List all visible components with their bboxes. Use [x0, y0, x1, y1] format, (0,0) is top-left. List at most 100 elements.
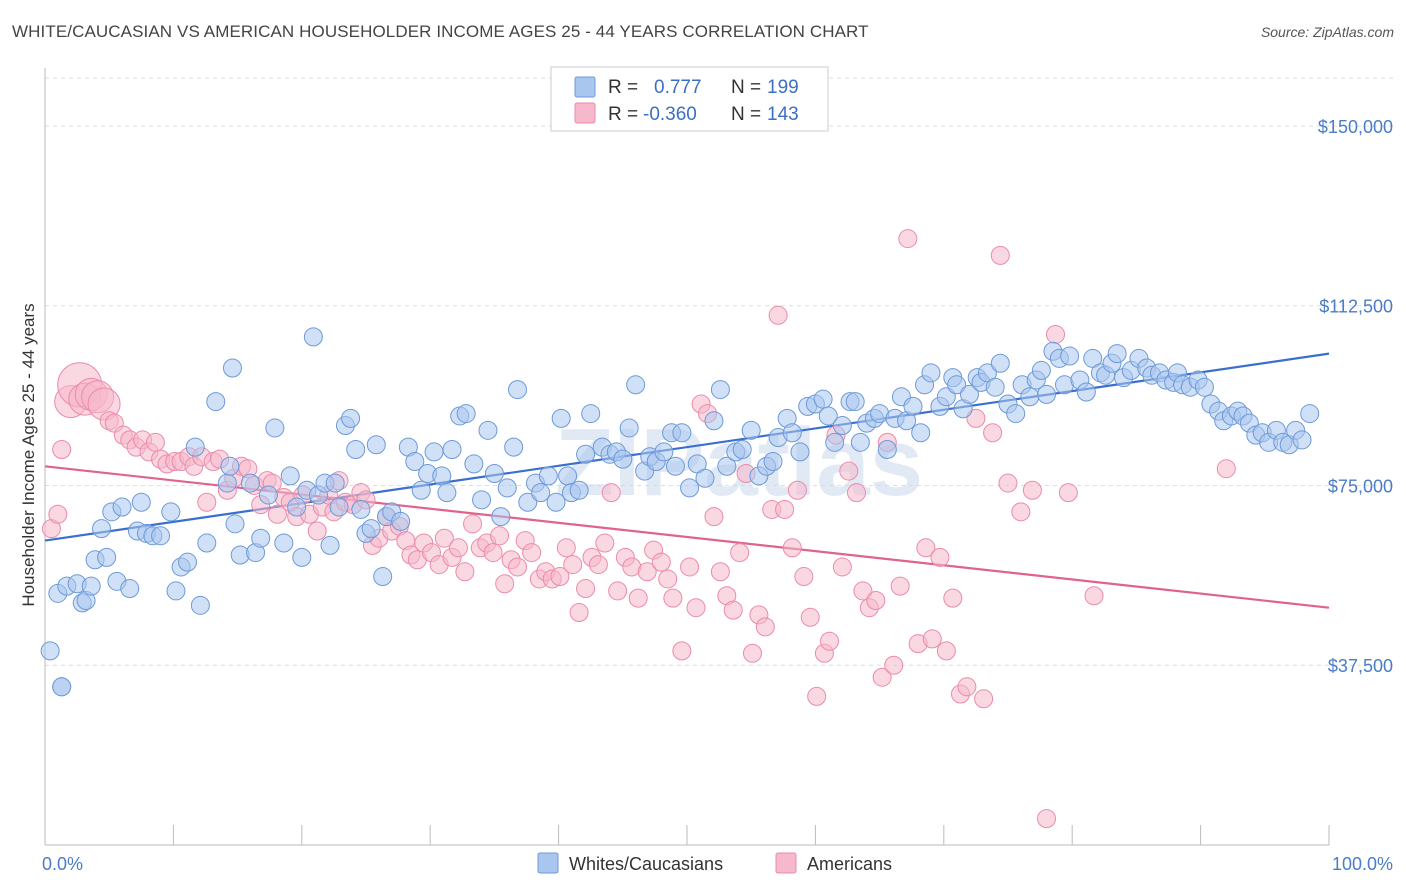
whites-point-69 — [456, 404, 476, 424]
whites-point-66 — [437, 483, 457, 503]
whites-point-70 — [464, 454, 484, 474]
whites-point-110 — [741, 420, 761, 440]
whites-points — [40, 327, 1320, 697]
americans-point-94 — [658, 569, 678, 589]
whites-point-195 — [1300, 404, 1320, 424]
americans-point-127 — [872, 667, 892, 687]
whites-point-62 — [411, 480, 431, 500]
americans-point-86 — [601, 483, 621, 503]
bottom-legend: Whites/Caucasians Americans — [537, 852, 892, 874]
americans-point-84 — [588, 555, 608, 575]
whites-point-13 — [112, 497, 132, 517]
whites-point-16 — [131, 492, 151, 512]
whites-point-7 — [81, 576, 101, 596]
americans-point-35 — [267, 504, 287, 524]
americans-point-69 — [490, 526, 510, 546]
whites-point-116 — [782, 423, 802, 443]
americans-point-101 — [704, 507, 724, 527]
americans-point-16 — [145, 432, 165, 452]
americans-points — [41, 229, 1236, 829]
source-credit: Source: ZipAtlas.com — [1260, 24, 1394, 40]
americans-point-133 — [916, 538, 936, 558]
y-tick-label-0: $37,500 — [1328, 656, 1393, 676]
bottom-legend-swatch-whites — [537, 852, 559, 874]
legend-swatch-whites — [574, 76, 596, 98]
americans-point-149 — [1058, 483, 1078, 503]
whites-point-54 — [361, 519, 381, 539]
whites-point-166 — [1107, 344, 1127, 364]
whites-point-59 — [391, 511, 411, 531]
y-tick-label-1: $75,000 — [1328, 476, 1393, 496]
y-axis-label: Householder Income Ages 25 - 44 years — [19, 303, 38, 606]
americans-point-129 — [884, 655, 904, 675]
whites-point-101 — [672, 423, 692, 443]
whites-point-35 — [251, 528, 271, 548]
tick-labels: $37,500 $75,000 $112,500 $150,000 — [1318, 117, 1393, 676]
americans-point-141 — [974, 689, 994, 709]
americans-point-135 — [930, 547, 950, 567]
americans-point-61 — [434, 528, 454, 548]
americans-point-98 — [686, 598, 706, 618]
americans-point-95 — [663, 588, 683, 608]
americans-point-79 — [556, 538, 576, 558]
whites-point-74 — [491, 507, 511, 527]
americans-point-111 — [768, 305, 788, 325]
whites-point-40 — [287, 497, 307, 517]
americans-point-112 — [775, 499, 795, 519]
whites-point-130 — [877, 440, 897, 460]
americans-point-74 — [522, 543, 542, 563]
whites-point-106 — [710, 380, 730, 400]
whites-point-86 — [569, 480, 589, 500]
americans-point-130 — [890, 576, 910, 596]
whites-point-84 — [558, 466, 578, 486]
whites-point-25 — [190, 595, 210, 615]
americans-point-97 — [680, 557, 700, 577]
legend-n-label-1: N = — [731, 77, 761, 98]
whites-point-46 — [320, 535, 340, 555]
whites-point-147 — [985, 377, 1005, 397]
whites-point-77 — [508, 380, 528, 400]
legend-r-label-2: R = — [608, 104, 638, 125]
whites-point-126 — [850, 432, 870, 452]
whites-point-87 — [576, 444, 596, 464]
whites-point-0 — [40, 641, 60, 661]
americans-point-148 — [1046, 324, 1066, 344]
americans-point-90 — [628, 588, 648, 608]
americans-point-124 — [853, 581, 873, 601]
legend-box — [550, 66, 829, 132]
whites-point-105 — [704, 411, 724, 431]
whites-point-93 — [619, 418, 639, 438]
whites-point-61 — [405, 452, 425, 471]
americans-point-114 — [787, 480, 807, 500]
americans-point-70 — [495, 574, 515, 594]
whites-point-65 — [432, 466, 452, 486]
americans-point-137 — [943, 588, 963, 608]
whites-point-135 — [911, 423, 931, 443]
whites-point-51 — [346, 440, 366, 460]
americans-point-72 — [508, 557, 528, 577]
whites-point-94 — [626, 375, 646, 395]
whites-point-159 — [1060, 346, 1080, 366]
americans-point-68 — [483, 543, 503, 563]
whites-point-161 — [1076, 382, 1096, 402]
x-tick-label-left: 0.0% — [42, 854, 83, 874]
whites-point-82 — [546, 492, 566, 512]
americans-point-134 — [922, 629, 942, 649]
whites-point-141 — [947, 375, 967, 395]
whites-point-107 — [717, 456, 737, 476]
whites-point-36 — [258, 485, 278, 505]
americans-point-117 — [807, 686, 827, 706]
whites-point-88 — [581, 404, 601, 424]
whites-point-21 — [166, 581, 186, 601]
whites-point-37 — [265, 418, 285, 438]
americans-point-81 — [569, 603, 589, 623]
chart-title: WHITE/CAUCASIAN VS AMERICAN HOUSEHOLDER … — [12, 22, 869, 41]
whites-point-39 — [280, 466, 300, 486]
americans-point-63 — [448, 538, 468, 558]
whites-point-98 — [654, 442, 674, 462]
whites-point-72 — [478, 420, 498, 440]
whites-point-50 — [341, 408, 361, 428]
whites-point-123 — [832, 416, 852, 436]
whites-point-55 — [366, 435, 386, 455]
